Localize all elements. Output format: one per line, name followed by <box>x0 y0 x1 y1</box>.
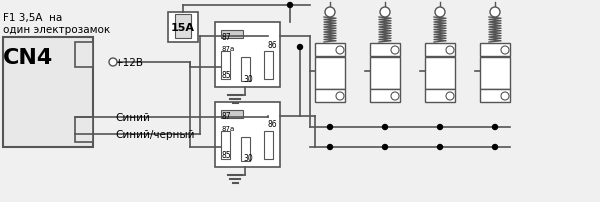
FancyBboxPatch shape <box>241 137 250 161</box>
Circle shape <box>336 93 344 101</box>
Text: 30: 30 <box>243 154 253 163</box>
FancyBboxPatch shape <box>264 52 273 80</box>
Circle shape <box>325 8 335 18</box>
FancyBboxPatch shape <box>315 58 345 89</box>
FancyBboxPatch shape <box>221 52 230 80</box>
FancyBboxPatch shape <box>480 89 510 102</box>
Circle shape <box>383 125 388 130</box>
Circle shape <box>493 125 497 130</box>
FancyBboxPatch shape <box>480 44 510 57</box>
Text: 87a: 87a <box>221 125 234 131</box>
FancyBboxPatch shape <box>425 44 455 57</box>
Text: 85: 85 <box>221 151 230 160</box>
Circle shape <box>328 125 332 130</box>
Text: +12В: +12В <box>115 58 144 68</box>
Circle shape <box>501 93 509 101</box>
FancyBboxPatch shape <box>425 89 455 102</box>
FancyBboxPatch shape <box>370 44 400 57</box>
FancyBboxPatch shape <box>215 102 280 167</box>
Circle shape <box>298 45 302 50</box>
Circle shape <box>435 8 445 18</box>
Text: 85: 85 <box>221 71 230 80</box>
Text: 30: 30 <box>243 74 253 83</box>
Circle shape <box>490 8 500 18</box>
FancyBboxPatch shape <box>3 38 93 147</box>
FancyBboxPatch shape <box>425 58 455 89</box>
Circle shape <box>328 145 332 150</box>
Circle shape <box>501 47 509 55</box>
Text: 86: 86 <box>268 120 277 129</box>
FancyBboxPatch shape <box>315 44 345 57</box>
Circle shape <box>437 125 442 130</box>
Circle shape <box>336 47 344 55</box>
Circle shape <box>437 145 442 150</box>
Text: Синий/черный: Синий/черный <box>115 129 194 139</box>
Text: 87: 87 <box>221 112 230 121</box>
FancyBboxPatch shape <box>480 58 510 89</box>
Circle shape <box>446 47 454 55</box>
Circle shape <box>287 3 293 8</box>
Circle shape <box>383 145 388 150</box>
Text: 87: 87 <box>221 32 230 41</box>
FancyBboxPatch shape <box>168 13 198 43</box>
Circle shape <box>391 47 399 55</box>
Text: F1 3,5A  на
один электрозамок: F1 3,5A на один электрозамок <box>3 13 110 34</box>
FancyBboxPatch shape <box>264 131 273 159</box>
Text: 15А: 15А <box>171 23 195 33</box>
FancyBboxPatch shape <box>221 110 243 118</box>
FancyBboxPatch shape <box>215 23 280 87</box>
FancyBboxPatch shape <box>241 58 250 82</box>
Circle shape <box>446 93 454 101</box>
Circle shape <box>391 93 399 101</box>
Text: Синий: Синий <box>115 113 150 122</box>
Text: 86: 86 <box>268 40 277 49</box>
FancyBboxPatch shape <box>370 89 400 102</box>
FancyBboxPatch shape <box>370 58 400 89</box>
Text: 87a: 87a <box>221 46 234 52</box>
FancyBboxPatch shape <box>75 43 93 68</box>
Circle shape <box>109 59 117 67</box>
Circle shape <box>380 8 390 18</box>
FancyBboxPatch shape <box>221 31 243 39</box>
Circle shape <box>493 145 497 150</box>
FancyBboxPatch shape <box>75 117 93 142</box>
FancyBboxPatch shape <box>221 131 230 159</box>
FancyBboxPatch shape <box>175 15 191 39</box>
FancyBboxPatch shape <box>315 89 345 102</box>
Text: CN4: CN4 <box>3 48 53 68</box>
